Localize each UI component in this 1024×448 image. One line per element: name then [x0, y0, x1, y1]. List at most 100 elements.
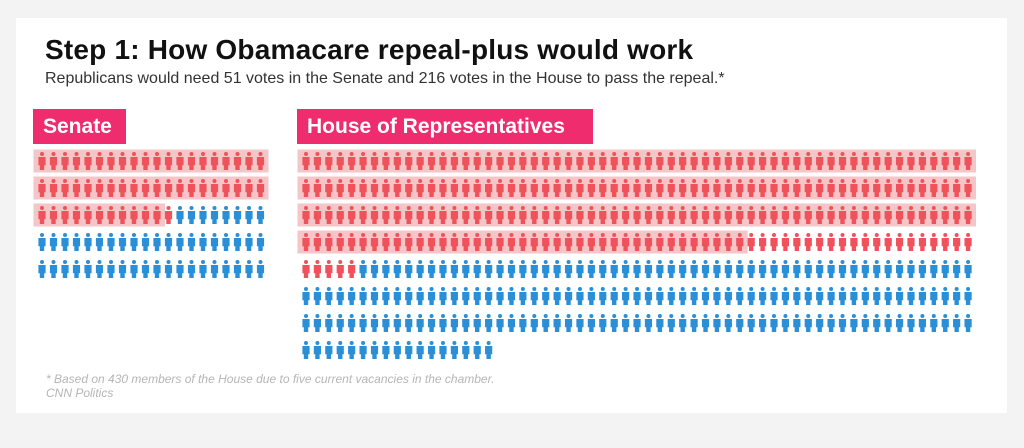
republican-seat-icon: [907, 179, 915, 197]
republican-seat-icon: [530, 206, 538, 224]
republican-seat-icon: [450, 179, 458, 197]
democrat-seat-icon: [256, 260, 265, 278]
republican-seat-icon: [439, 152, 447, 170]
democrat-seat-icon: [953, 314, 961, 332]
republican-seat-icon: [370, 233, 379, 251]
democrat-seat-icon: [130, 233, 138, 251]
republican-seat-icon: [679, 152, 687, 170]
republican-seat-icon: [393, 233, 401, 251]
republican-seat-icon: [553, 179, 561, 197]
democrat-seat-icon: [667, 287, 675, 305]
republican-seat-icon: [576, 206, 584, 224]
republican-seat-icon: [770, 152, 778, 170]
democrat-seat-icon: [622, 260, 630, 278]
republican-seat-icon: [199, 152, 207, 170]
democrat-seat-icon: [95, 233, 104, 251]
senate-seats: [33, 149, 269, 278]
republican-seat-icon: [622, 179, 630, 197]
democrat-seat-icon: [348, 314, 356, 332]
republican-seat-icon: [564, 206, 573, 224]
democrat-seat-icon: [187, 260, 196, 278]
democrat-seat-icon: [644, 287, 653, 305]
republican-seat-icon: [49, 179, 58, 197]
democrat-seat-icon: [884, 260, 892, 278]
footnote: * Based on 430 members of the House due …: [46, 372, 495, 386]
republican-seat-icon: [838, 206, 847, 224]
democrat-seat-icon: [164, 260, 173, 278]
democrat-seat-icon: [187, 233, 196, 251]
republican-seat-icon: [130, 206, 138, 224]
democrat-seat-icon: [473, 341, 481, 359]
republican-seat-icon: [850, 233, 858, 251]
republican-seat-icon: [164, 179, 173, 197]
democrat-seat-icon: [382, 287, 390, 305]
democrat-seat-icon: [507, 314, 516, 332]
republican-seat-icon: [336, 206, 344, 224]
republican-seat-icon: [827, 152, 835, 170]
republican-seat-icon: [861, 206, 869, 224]
democrat-seat-icon: [325, 314, 333, 332]
senate-label: Senate: [33, 109, 126, 144]
republican-seat-icon: [485, 179, 493, 197]
democrat-seat-icon: [564, 287, 573, 305]
republican-seat-icon: [679, 233, 687, 251]
republican-seat-icon: [462, 179, 470, 197]
republican-seat-icon: [576, 179, 584, 197]
democrat-seat-icon: [473, 287, 481, 305]
republican-seat-icon: [519, 206, 527, 224]
republican-seat-icon: [141, 152, 150, 170]
democrat-seat-icon: [496, 287, 504, 305]
republican-seat-icon: [130, 179, 138, 197]
republican-seat-icon: [622, 152, 630, 170]
democrat-seat-icon: [176, 233, 184, 251]
republican-seat-icon: [38, 179, 46, 197]
democrat-seat-icon: [439, 260, 447, 278]
republican-seat-icon: [359, 233, 367, 251]
republican-seat-icon: [233, 152, 242, 170]
republican-seat-icon: [941, 179, 949, 197]
republican-seat-icon: [781, 152, 790, 170]
republican-seat-icon: [336, 233, 344, 251]
democrat-seat-icon: [302, 287, 310, 305]
republican-seat-icon: [564, 179, 573, 197]
republican-seat-icon: [84, 152, 92, 170]
republican-seat-icon: [336, 152, 344, 170]
republican-seat-icon: [713, 152, 721, 170]
republican-seat-icon: [907, 152, 915, 170]
democrat-seat-icon: [348, 341, 356, 359]
democrat-seat-icon: [382, 260, 390, 278]
democrat-seat-icon: [850, 287, 858, 305]
republican-seat-icon: [530, 152, 538, 170]
republican-seat-icon: [633, 233, 641, 251]
republican-seat-icon: [953, 179, 961, 197]
republican-seat-icon: [701, 233, 710, 251]
democrat-seat-icon: [861, 314, 869, 332]
republican-seat-icon: [130, 152, 138, 170]
republican-seat-icon: [325, 233, 333, 251]
democrat-seat-icon: [359, 287, 367, 305]
republican-seat-icon: [667, 233, 675, 251]
democrat-seat-icon: [199, 206, 207, 224]
democrat-seat-icon: [941, 287, 949, 305]
democrat-seat-icon: [473, 314, 481, 332]
democrat-seat-icon: [450, 314, 458, 332]
democrat-seat-icon: [644, 260, 653, 278]
republican-seat-icon: [964, 206, 972, 224]
republican-seat-icon: [850, 179, 858, 197]
democrat-seat-icon: [918, 314, 927, 332]
republican-seat-icon: [599, 206, 607, 224]
republican-seat-icon: [690, 152, 698, 170]
republican-seat-icon: [359, 179, 367, 197]
democrat-seat-icon: [884, 314, 892, 332]
democrat-seat-icon: [187, 206, 196, 224]
republican-seat-icon: [141, 206, 150, 224]
republican-seat-icon: [804, 152, 812, 170]
republican-seat-icon: [256, 152, 265, 170]
democrat-seat-icon: [141, 260, 150, 278]
democrat-seat-icon: [370, 260, 379, 278]
republican-seat-icon: [325, 206, 333, 224]
republican-seat-icon: [107, 152, 115, 170]
republican-seat-icon: [838, 179, 847, 197]
democrat-seat-icon: [496, 314, 504, 332]
republican-seat-icon: [736, 179, 744, 197]
